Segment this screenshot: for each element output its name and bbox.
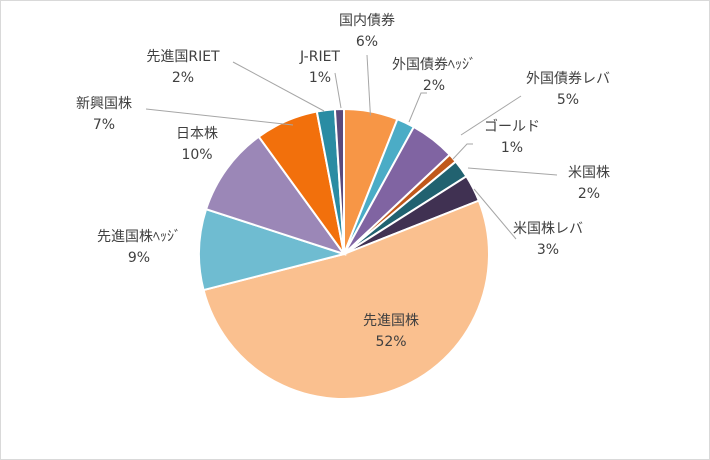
slice-value-japan-stocks: 10%: [181, 147, 212, 163]
slice-label-foreign-bonds-hedged: 外国債券ﾍｯｼﾞ: [392, 57, 476, 73]
slice-label-us-stocks-leveraged: 米国株レバ: [513, 221, 583, 237]
slice-value-j-reit: 1%: [309, 70, 331, 86]
slice-value-gold: 1%: [501, 140, 523, 156]
pie-slice-japan-stocks: [204, 135, 347, 256]
slice-value-foreign-bonds-leveraged: 5%: [557, 92, 579, 108]
leader-line-foreign-bonds-hedged: [408, 92, 427, 123]
leader-line-emerging-stocks: [145, 108, 294, 126]
slice-label-j-reit: J-RIET: [299, 49, 340, 65]
slice-label-gold: ゴールド: [484, 118, 540, 135]
leader-line-us-stocks: [467, 167, 558, 176]
leader-line-j-reit: [334, 72, 342, 109]
pie-slice-j-reit: [333, 107, 345, 255]
slice-label-developed-stocks: 先進国株: [363, 313, 419, 329]
slice-value-us-stocks-leveraged: 3%: [537, 242, 559, 258]
slice-label-emerging-stocks: 新興国株: [76, 96, 132, 112]
slice-value-emerging-stocks: 7%: [93, 117, 115, 133]
slice-label-japan-stocks: 日本株: [176, 126, 218, 142]
leader-line-foreign-bonds-leveraged: [460, 95, 522, 136]
slice-value-developed-reit: 2%: [172, 70, 194, 86]
slice-label-developed-stocks-hedged: 先進国株ﾍｯｼﾞ: [97, 229, 181, 245]
leader-line-gold: [452, 143, 473, 160]
slice-value-foreign-bonds-hedged: 2%: [423, 78, 445, 94]
slice-label-developed-reit: 先進国RIET: [146, 49, 220, 65]
pie-slice-developed-stocks: [202, 199, 490, 400]
slice-value-developed-stocks: 52%: [375, 334, 406, 350]
slice-value-domestic-bonds: 6%: [356, 34, 378, 50]
slice-value-us-stocks: 2%: [578, 186, 600, 202]
slice-value-developed-stocks-hedged: 9%: [128, 250, 150, 266]
pie-slice-developed-stocks-hedged: [198, 207, 348, 292]
leader-line-domestic-bonds: [366, 54, 371, 116]
slice-label-foreign-bonds-leveraged: 外国債券レバ: [526, 71, 610, 87]
slice-label-domestic-bonds: 国内債券: [339, 13, 395, 29]
leader-line-us-stocks-leveraged: [473, 188, 517, 240]
leader-line-developed-reit: [232, 61, 325, 112]
slice-label-us-stocks: 米国株: [568, 165, 610, 181]
